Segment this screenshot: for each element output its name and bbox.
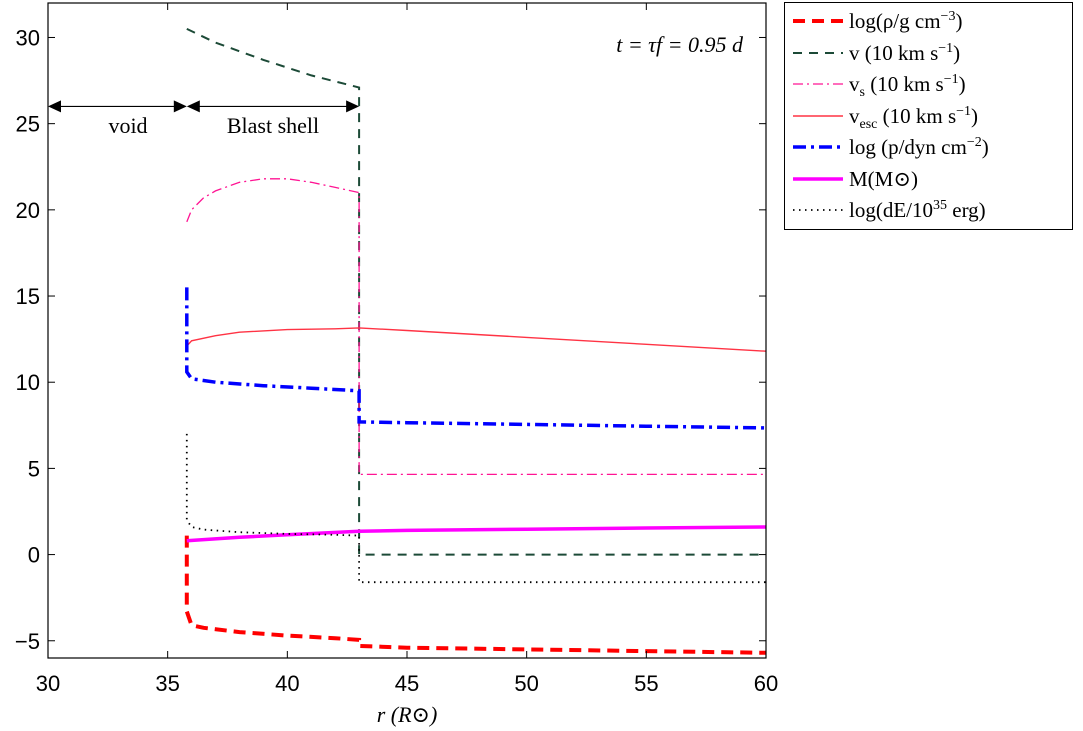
legend-item: log (p/dyn cm−2) xyxy=(785,133,1074,161)
series-line-3 xyxy=(186,327,767,352)
series-line-0 xyxy=(184,535,767,655)
series-line-1 xyxy=(186,27,766,556)
legend-item: vs (10 km s−1) xyxy=(785,70,1074,101)
ticks-layer: 30 35 40 45 50 55 60 −5 0 5 10 15 20 25 30 xyxy=(15,3,778,696)
x-tick-label: 45 xyxy=(395,671,419,696)
void-arrow xyxy=(48,100,187,113)
series-line-4 xyxy=(185,287,767,430)
legend-swatch xyxy=(793,145,843,149)
legend-item: vesc (10 km s−1) xyxy=(785,102,1074,132)
legend: log(ρ/g cm−3) v (10 km s−1) vs (10 km s−1)… xyxy=(784,2,1073,230)
legend-swatch xyxy=(793,19,843,23)
series-line-6 xyxy=(185,433,766,584)
y-tick-label: 0 xyxy=(28,543,40,568)
legend-label: M(M⊙) xyxy=(849,166,918,191)
y-tick-label: 20 xyxy=(16,198,40,223)
legend-label: log(ρ/g cm−3) xyxy=(849,9,963,33)
blast-shell-label: Blast shell xyxy=(227,113,319,138)
legend-label: log(dE/1035 erg) xyxy=(849,198,986,222)
legend-swatch xyxy=(793,83,843,85)
blast-shell-arrow xyxy=(186,100,360,113)
legend-label: log (p/dyn cm−2) xyxy=(849,135,989,159)
x-axis-label: r (R⊙) xyxy=(377,702,438,727)
y-tick-label: 25 xyxy=(16,112,40,137)
legend-label: vesc (10 km s−1) xyxy=(849,103,979,132)
y-tick-label: −5 xyxy=(15,629,40,654)
legend-swatch xyxy=(793,114,843,117)
legend-label: v (10 km s−1) xyxy=(849,40,961,65)
legend-label: vs (10 km s−1) xyxy=(849,72,966,101)
x-tick-label: 35 xyxy=(155,671,179,696)
legend-item: log(dE/1035 erg) xyxy=(785,196,1074,224)
y-tick-label: 5 xyxy=(28,456,40,481)
series-line-2 xyxy=(186,178,766,476)
legend-swatch xyxy=(793,176,843,181)
x-tick-label: 60 xyxy=(754,671,778,696)
series-layer xyxy=(184,27,767,655)
time-annotation: t = τf = 0.95 d xyxy=(616,32,744,57)
x-tick-label: 30 xyxy=(36,671,60,696)
x-tick-label: 40 xyxy=(275,671,299,696)
y-tick-label: 30 xyxy=(16,25,40,50)
series-line-5 xyxy=(186,525,767,543)
void-label: void xyxy=(108,113,147,138)
x-tick-label: 50 xyxy=(514,671,538,696)
y-tick-label: 15 xyxy=(16,284,40,309)
legend-swatch xyxy=(793,209,843,211)
legend-item: log(ρ/g cm−3) xyxy=(785,7,1074,35)
x-tick-label: 55 xyxy=(634,671,658,696)
annotation-layer: t = τf = 0.95 d void Blast shell xyxy=(48,32,744,138)
legend-swatch xyxy=(793,51,843,54)
y-tick-label: 10 xyxy=(16,370,40,395)
legend-item: M(M⊙) xyxy=(785,165,1074,193)
legend-item: v (10 km s−1) xyxy=(785,39,1074,67)
